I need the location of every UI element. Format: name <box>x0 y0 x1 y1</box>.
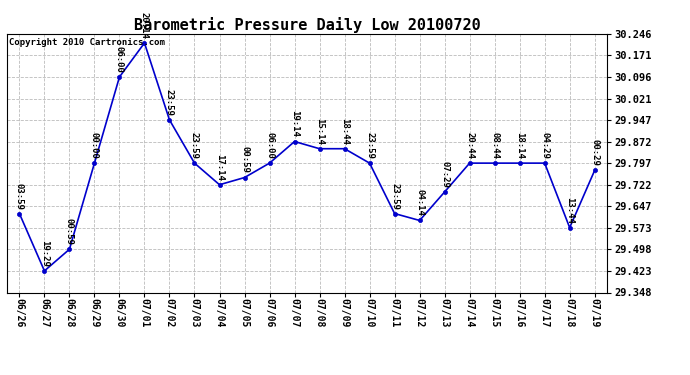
Title: Barometric Pressure Daily Low 20100720: Barometric Pressure Daily Low 20100720 <box>134 16 480 33</box>
Text: 04:29: 04:29 <box>540 132 549 159</box>
Text: 18:44: 18:44 <box>340 118 349 144</box>
Text: 23:59: 23:59 <box>165 89 174 116</box>
Text: 00:00: 00:00 <box>90 132 99 159</box>
Text: 20:14: 20:14 <box>140 12 149 39</box>
Text: Copyright 2010 Cartronics.com: Copyright 2010 Cartronics.com <box>9 38 165 46</box>
Text: 03:59: 03:59 <box>15 183 24 209</box>
Text: 23:59: 23:59 <box>190 132 199 159</box>
Text: 18:14: 18:14 <box>515 132 524 159</box>
Text: 19:14: 19:14 <box>290 111 299 137</box>
Text: 00:59: 00:59 <box>240 147 249 173</box>
Text: 06:00: 06:00 <box>115 46 124 73</box>
Text: 06:00: 06:00 <box>265 132 274 159</box>
Text: 13:44: 13:44 <box>565 196 574 223</box>
Text: 15:14: 15:14 <box>315 118 324 144</box>
Text: 08:44: 08:44 <box>490 132 499 159</box>
Text: 20:44: 20:44 <box>465 132 474 159</box>
Text: 19:29: 19:29 <box>40 240 49 267</box>
Text: 04:14: 04:14 <box>415 189 424 216</box>
Text: 00:59: 00:59 <box>65 218 74 245</box>
Text: 23:59: 23:59 <box>390 183 399 209</box>
Text: 07:29: 07:29 <box>440 161 449 188</box>
Text: 17:14: 17:14 <box>215 154 224 181</box>
Text: 00:29: 00:29 <box>590 139 599 166</box>
Text: 23:59: 23:59 <box>365 132 374 159</box>
